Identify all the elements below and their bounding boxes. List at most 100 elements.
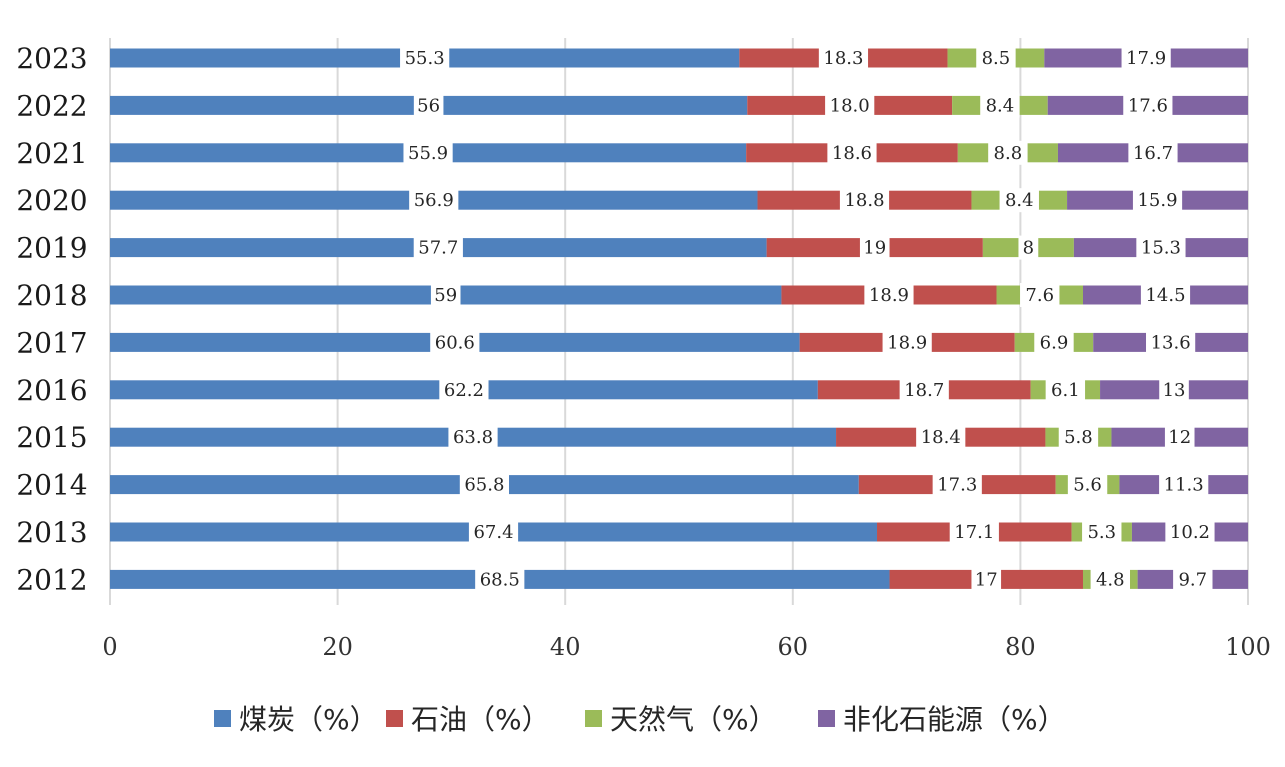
data-label-bg (430, 330, 480, 355)
data-label: 17.1 (954, 522, 994, 543)
legend-label: 石油（%） (411, 703, 550, 736)
x-axis-ticks: 0 20 40 60 80 100 (102, 633, 1271, 661)
data-label-bg (1082, 520, 1122, 544)
data-label-bg (468, 520, 519, 544)
data-label-bg (1165, 520, 1215, 544)
data-label: 63.8 (453, 427, 493, 448)
data-label: 5.3 (1087, 522, 1116, 543)
bars (110, 48, 1248, 589)
y-category-label: 2020 (16, 184, 87, 217)
data-label-bg (1045, 377, 1086, 402)
data-label-bg (818, 46, 869, 70)
data-label: 17 (975, 569, 998, 590)
y-axis-labels: 2023 2022 2021 2020 2019 2018 2017 2016 2015 2014… (16, 42, 87, 596)
data-label-bg (1140, 283, 1191, 307)
x-tick-label: 80 (1005, 633, 1036, 661)
data-label: 9.7 (1178, 569, 1207, 590)
y-category-label: 2021 (16, 137, 87, 170)
data-label: 15.9 (1137, 190, 1177, 211)
data-label-bg (1058, 425, 1099, 450)
legend-swatch (818, 710, 835, 727)
data-label: 18.0 (830, 95, 870, 116)
data-label: 17.9 (1126, 48, 1166, 69)
x-tick-label: 0 (102, 633, 117, 661)
data-label-bg (827, 140, 877, 165)
legend-swatch (585, 710, 602, 727)
data-label-bg (1067, 472, 1108, 497)
data-label: 6.1 (1051, 380, 1080, 401)
data-label: 19 (863, 238, 886, 259)
legend-label: 非化石能源（%） (843, 703, 1066, 736)
y-category-label: 2016 (16, 374, 87, 407)
data-label: 10.2 (1170, 522, 1210, 543)
data-label: 12 (1168, 427, 1191, 448)
y-category-label: 2017 (16, 326, 87, 359)
data-label: 15.3 (1141, 238, 1181, 259)
y-category-label: 2013 (16, 516, 87, 549)
x-tick-label: 100 (1225, 633, 1271, 661)
data-label-bg (899, 377, 949, 402)
data-label-bg (409, 188, 459, 213)
data-label: 16.7 (1133, 143, 1173, 164)
x-tick-label: 20 (322, 633, 353, 661)
data-label-bg (1121, 46, 1171, 70)
data-label: 18.4 (921, 427, 961, 448)
data-label-bg (1034, 330, 1074, 355)
data-label: 7.6 (1025, 285, 1054, 306)
data-label: 4.8 (1096, 569, 1125, 590)
data-label: 8.5 (982, 48, 1011, 69)
data-label: 60.6 (435, 332, 475, 353)
data-label-bg (980, 93, 1020, 118)
data-label: 55.3 (405, 48, 445, 69)
data-label-bg (400, 46, 450, 70)
y-category-label: 2023 (16, 42, 87, 75)
data-label: 6.9 (1040, 332, 1069, 353)
data-label-bg (448, 425, 498, 450)
data-labels: 55.3 18.3 8.5 17.9 56 18.0 8.4 17.6 55.9 18.6 8.8 1… (400, 46, 1215, 592)
data-label-bg (1132, 188, 1183, 213)
data-label-bg (825, 93, 875, 118)
data-label-bg (403, 140, 453, 165)
data-label: 18.8 (844, 190, 884, 211)
gridlines (109, 38, 1249, 605)
data-label-bg (971, 567, 1002, 592)
y-category-label: 2019 (16, 232, 87, 265)
data-label-bg (413, 235, 463, 260)
data-label-bg (839, 188, 890, 213)
data-label: 14.5 (1145, 285, 1185, 306)
data-label: 18.9 (887, 332, 927, 353)
data-label: 17.3 (937, 475, 977, 496)
data-label: 13.6 (1151, 332, 1191, 353)
data-label-bg (1159, 377, 1189, 402)
data-label-bg (988, 140, 1028, 165)
data-label: 13 (1163, 380, 1186, 401)
y-category-label: 2022 (16, 89, 87, 122)
data-label: 11.3 (1164, 475, 1204, 496)
data-label-bg (864, 283, 914, 307)
data-label-bg (1136, 235, 1186, 260)
data-label: 18.3 (823, 48, 863, 69)
data-label-bg (859, 235, 890, 260)
data-label-bg (1164, 425, 1195, 450)
data-label-bg (1123, 93, 1173, 118)
data-label-bg (1020, 283, 1060, 307)
data-label-bg (1018, 235, 1039, 260)
data-label: 8.4 (986, 95, 1015, 116)
data-label: 8 (1023, 238, 1034, 259)
data-label: 18.9 (869, 285, 909, 306)
data-label: 65.8 (464, 475, 504, 496)
legend-label: 天然气（%） (610, 703, 777, 736)
data-label: 56.9 (414, 190, 454, 211)
data-label-bg (882, 330, 932, 355)
data-label-bg (1159, 472, 1209, 497)
data-label-bg (1146, 330, 1196, 355)
data-label-bg (916, 425, 966, 450)
data-label: 18.7 (904, 380, 944, 401)
data-label: 5.6 (1073, 475, 1102, 496)
data-label-bg (475, 567, 525, 592)
data-label-bg (459, 472, 510, 497)
data-label-bg (413, 93, 444, 118)
data-label-bg (1090, 567, 1131, 592)
data-label-bg (932, 472, 982, 497)
